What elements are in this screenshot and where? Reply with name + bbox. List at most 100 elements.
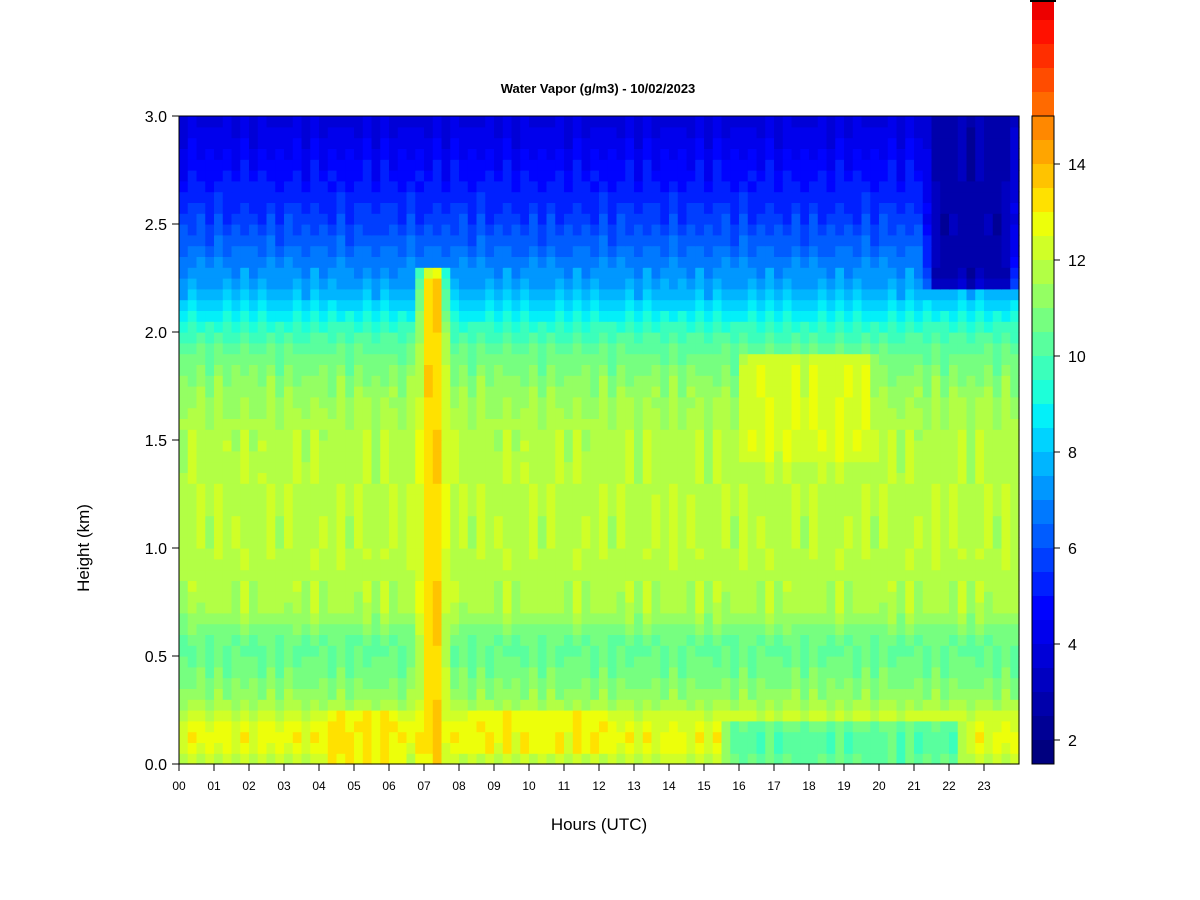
heatmap-cell <box>292 364 303 376</box>
heatmap-cell <box>782 407 793 419</box>
heatmap-cell <box>179 332 189 344</box>
heatmap-cell <box>266 472 276 484</box>
heatmap-cell <box>721 612 731 625</box>
heatmap-cell <box>704 407 714 419</box>
heatmap-cell <box>1001 213 1011 225</box>
heatmap-cell <box>292 731 303 743</box>
heatmap-cell <box>537 580 548 592</box>
heatmap-cell <box>205 256 215 268</box>
heatmap-cell <box>319 245 329 257</box>
heatmap-cell <box>467 267 478 279</box>
heatmap-cell <box>301 645 311 657</box>
heatmap-cell <box>459 224 469 236</box>
heatmap-cell <box>634 407 644 419</box>
heatmap-cell <box>660 364 670 376</box>
heatmap-cell <box>406 504 416 517</box>
heatmap-cell <box>922 429 933 441</box>
heatmap-cell <box>922 461 933 473</box>
heatmap-cell <box>634 526 644 538</box>
heatmap-cell <box>345 753 355 765</box>
heatmap-cell <box>835 602 845 614</box>
heatmap-cell <box>581 731 591 743</box>
heatmap-cell <box>992 623 1003 635</box>
heatmap-cell <box>634 580 644 592</box>
heatmap-cell <box>179 742 189 754</box>
heatmap-cell <box>791 299 801 311</box>
heatmap-cell <box>774 645 784 657</box>
heatmap-cell <box>642 634 653 646</box>
heatmap-cell <box>301 353 311 365</box>
heatmap-cell <box>310 677 320 689</box>
heatmap-cell <box>380 634 390 646</box>
heatmap-cell <box>266 267 276 279</box>
heatmap-cell <box>406 634 416 646</box>
heatmap-cell <box>205 213 215 225</box>
heatmap-cell <box>380 418 390 430</box>
heatmap-cell <box>494 558 504 571</box>
heatmap-cell <box>607 267 618 279</box>
heatmap-cell <box>196 602 206 614</box>
heatmap-cell <box>572 375 583 387</box>
heatmap-cell <box>957 677 968 689</box>
heatmap-cell <box>354 429 364 441</box>
heatmap-cell <box>747 494 758 506</box>
heatmap-cell <box>450 245 460 257</box>
heatmap-cell <box>651 386 661 398</box>
heatmap-cell <box>467 623 478 635</box>
heatmap-cell <box>494 418 504 430</box>
heatmap-cell <box>590 256 600 268</box>
heatmap-cell <box>284 450 294 463</box>
heatmap-cell <box>520 213 530 225</box>
heatmap-cell <box>389 656 399 668</box>
heatmap-cell <box>564 483 574 495</box>
heatmap-cell <box>817 612 828 625</box>
heatmap-cell <box>905 494 915 506</box>
heatmap-cell <box>319 504 329 517</box>
heatmap-cell <box>616 342 626 355</box>
heatmap-cell <box>187 699 198 711</box>
heatmap-cell <box>485 299 495 311</box>
heatmap-cell <box>292 483 303 495</box>
heatmap-cell <box>817 602 828 614</box>
heatmap-cell <box>485 720 495 733</box>
heatmap-cell <box>459 461 469 473</box>
heatmap-cell <box>187 677 198 689</box>
heatmap-cell <box>371 666 381 679</box>
heatmap-cell <box>266 256 276 268</box>
heatmap-cell <box>949 418 959 430</box>
heatmap-cell <box>564 256 574 268</box>
heatmap-cell <box>494 645 504 657</box>
heatmap-cell <box>205 364 215 376</box>
heatmap-cell <box>406 645 416 657</box>
heatmap-cell <box>905 472 915 484</box>
heatmap-cell <box>301 332 311 344</box>
heatmap-cell <box>957 558 968 571</box>
heatmap-cell <box>301 623 311 635</box>
heatmap-cell <box>634 342 644 355</box>
heatmap-cell <box>520 450 530 463</box>
heatmap-cell <box>214 656 224 668</box>
heatmap-cell <box>931 224 941 236</box>
heatmap-cell <box>389 224 399 236</box>
heatmap-cell <box>905 612 915 625</box>
heatmap-cell <box>739 472 749 484</box>
heatmap-cell <box>730 267 740 279</box>
heatmap-cell <box>896 612 906 625</box>
heatmap-cell <box>214 515 224 527</box>
heatmap-cell <box>467 224 478 236</box>
heatmap-cell <box>345 224 355 236</box>
heatmap-cell <box>739 504 749 517</box>
heatmap-cell <box>1010 645 1020 657</box>
heatmap-cell <box>301 396 311 409</box>
heatmap-cell <box>249 202 259 214</box>
heatmap-cell <box>616 234 626 247</box>
heatmap-cell <box>467 321 478 333</box>
heatmap-cell <box>870 353 880 365</box>
heatmap-cell <box>826 386 836 398</box>
heatmap-cell <box>905 429 915 441</box>
heatmap-cell <box>537 418 548 430</box>
heatmap-cell <box>520 386 530 398</box>
heatmap-cell <box>844 612 854 625</box>
heatmap-cell <box>511 256 521 268</box>
heatmap-cell <box>695 213 705 225</box>
